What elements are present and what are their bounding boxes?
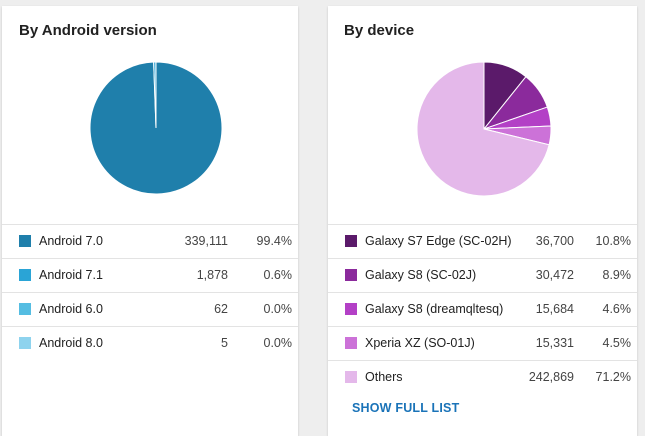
legend-percent: 71.2% (595, 370, 631, 384)
pie-svg (89, 61, 223, 195)
legend-row: Galaxy S8 (SC-02J) 30,472 8.9% (328, 258, 637, 292)
device-list: Galaxy S7 Edge (SC-02H) 36,700 10.8% Galaxy… (328, 224, 637, 394)
legend-row: Android 6.0 62 0.0% (2, 292, 298, 326)
legend-count: 15,684 (535, 302, 574, 316)
legend-label: Xperia XZ (SO-01J) (365, 336, 475, 350)
card-title: By Android version (19, 22, 157, 39)
legend-label: Android 7.1 (39, 268, 103, 282)
legend-count: 5 (221, 336, 228, 350)
legend-label: Galaxy S7 Edge (SC-02H) (365, 234, 512, 248)
android-pie-chart (89, 61, 223, 195)
legend-row: Android 8.0 5 0.0% (2, 326, 298, 360)
legend-row: Android 7.1 1,878 0.6% (2, 258, 298, 292)
pie-svg (416, 61, 552, 197)
legend-percent: 0.0% (263, 336, 293, 350)
legend-count: 36,700 (535, 234, 574, 248)
legend-swatch (19, 269, 31, 281)
legend-row: Galaxy S7 Edge (SC-02H) 36,700 10.8% (328, 224, 637, 258)
legend-label: Android 6.0 (39, 302, 103, 316)
legend-swatch (345, 371, 357, 383)
legend-row: Galaxy S8 (dreamqltesq) 15,684 4.6% (328, 292, 637, 326)
legend-swatch (345, 303, 357, 315)
legend-percent: 99.4% (256, 234, 292, 248)
legend-count: 339,111 (184, 234, 228, 248)
legend-label: Android 8.0 (39, 336, 103, 350)
legend-swatch (19, 303, 31, 315)
legend-swatch (345, 269, 357, 281)
legend-label: Galaxy S8 (dreamqltesq) (365, 302, 504, 316)
legend-label: Android 7.0 (39, 234, 103, 248)
android-version-card: By Android version Android 7.0 339,111 99.… (2, 6, 298, 436)
legend-count: 1,878 (196, 268, 228, 282)
legend-label: Others (365, 370, 403, 384)
legend-percent: 4.5% (602, 336, 632, 350)
pie-slice-others (416, 61, 550, 197)
legend-swatch (19, 337, 31, 349)
legend-row: Others 242,869 71.2% (328, 360, 637, 394)
legend-percent: 0.0% (263, 302, 293, 316)
legend-count: 15,331 (535, 336, 574, 350)
legend-percent: 0.6% (263, 268, 293, 282)
legend-swatch (19, 235, 31, 247)
legend-row: Xperia XZ (SO-01J) 15,331 4.5% (328, 326, 637, 360)
legend-count: 242,869 (528, 370, 574, 384)
legend-label: Galaxy S8 (SC-02J) (365, 268, 477, 282)
legend-percent: 10.8% (595, 234, 631, 248)
legend-percent: 8.9% (602, 268, 632, 282)
show-full-list-link[interactable]: SHOW FULL LIST (352, 401, 460, 415)
device-pie-chart (416, 61, 552, 197)
legend-row: Android 7.0 339,111 99.4% (2, 224, 298, 258)
legend-percent: 4.6% (602, 302, 632, 316)
legend-swatch (345, 337, 357, 349)
device-card: By device Galaxy S7 Edge (SC-02H) 36,700 1… (328, 6, 637, 436)
legend-count: 62 (214, 302, 228, 316)
legend-count: 30,472 (535, 268, 574, 282)
legend-swatch (345, 235, 357, 247)
android-version-list: Android 7.0 339,111 99.4% Android 7.1 1,878 0… (2, 224, 298, 360)
card-title: By device (344, 22, 415, 39)
